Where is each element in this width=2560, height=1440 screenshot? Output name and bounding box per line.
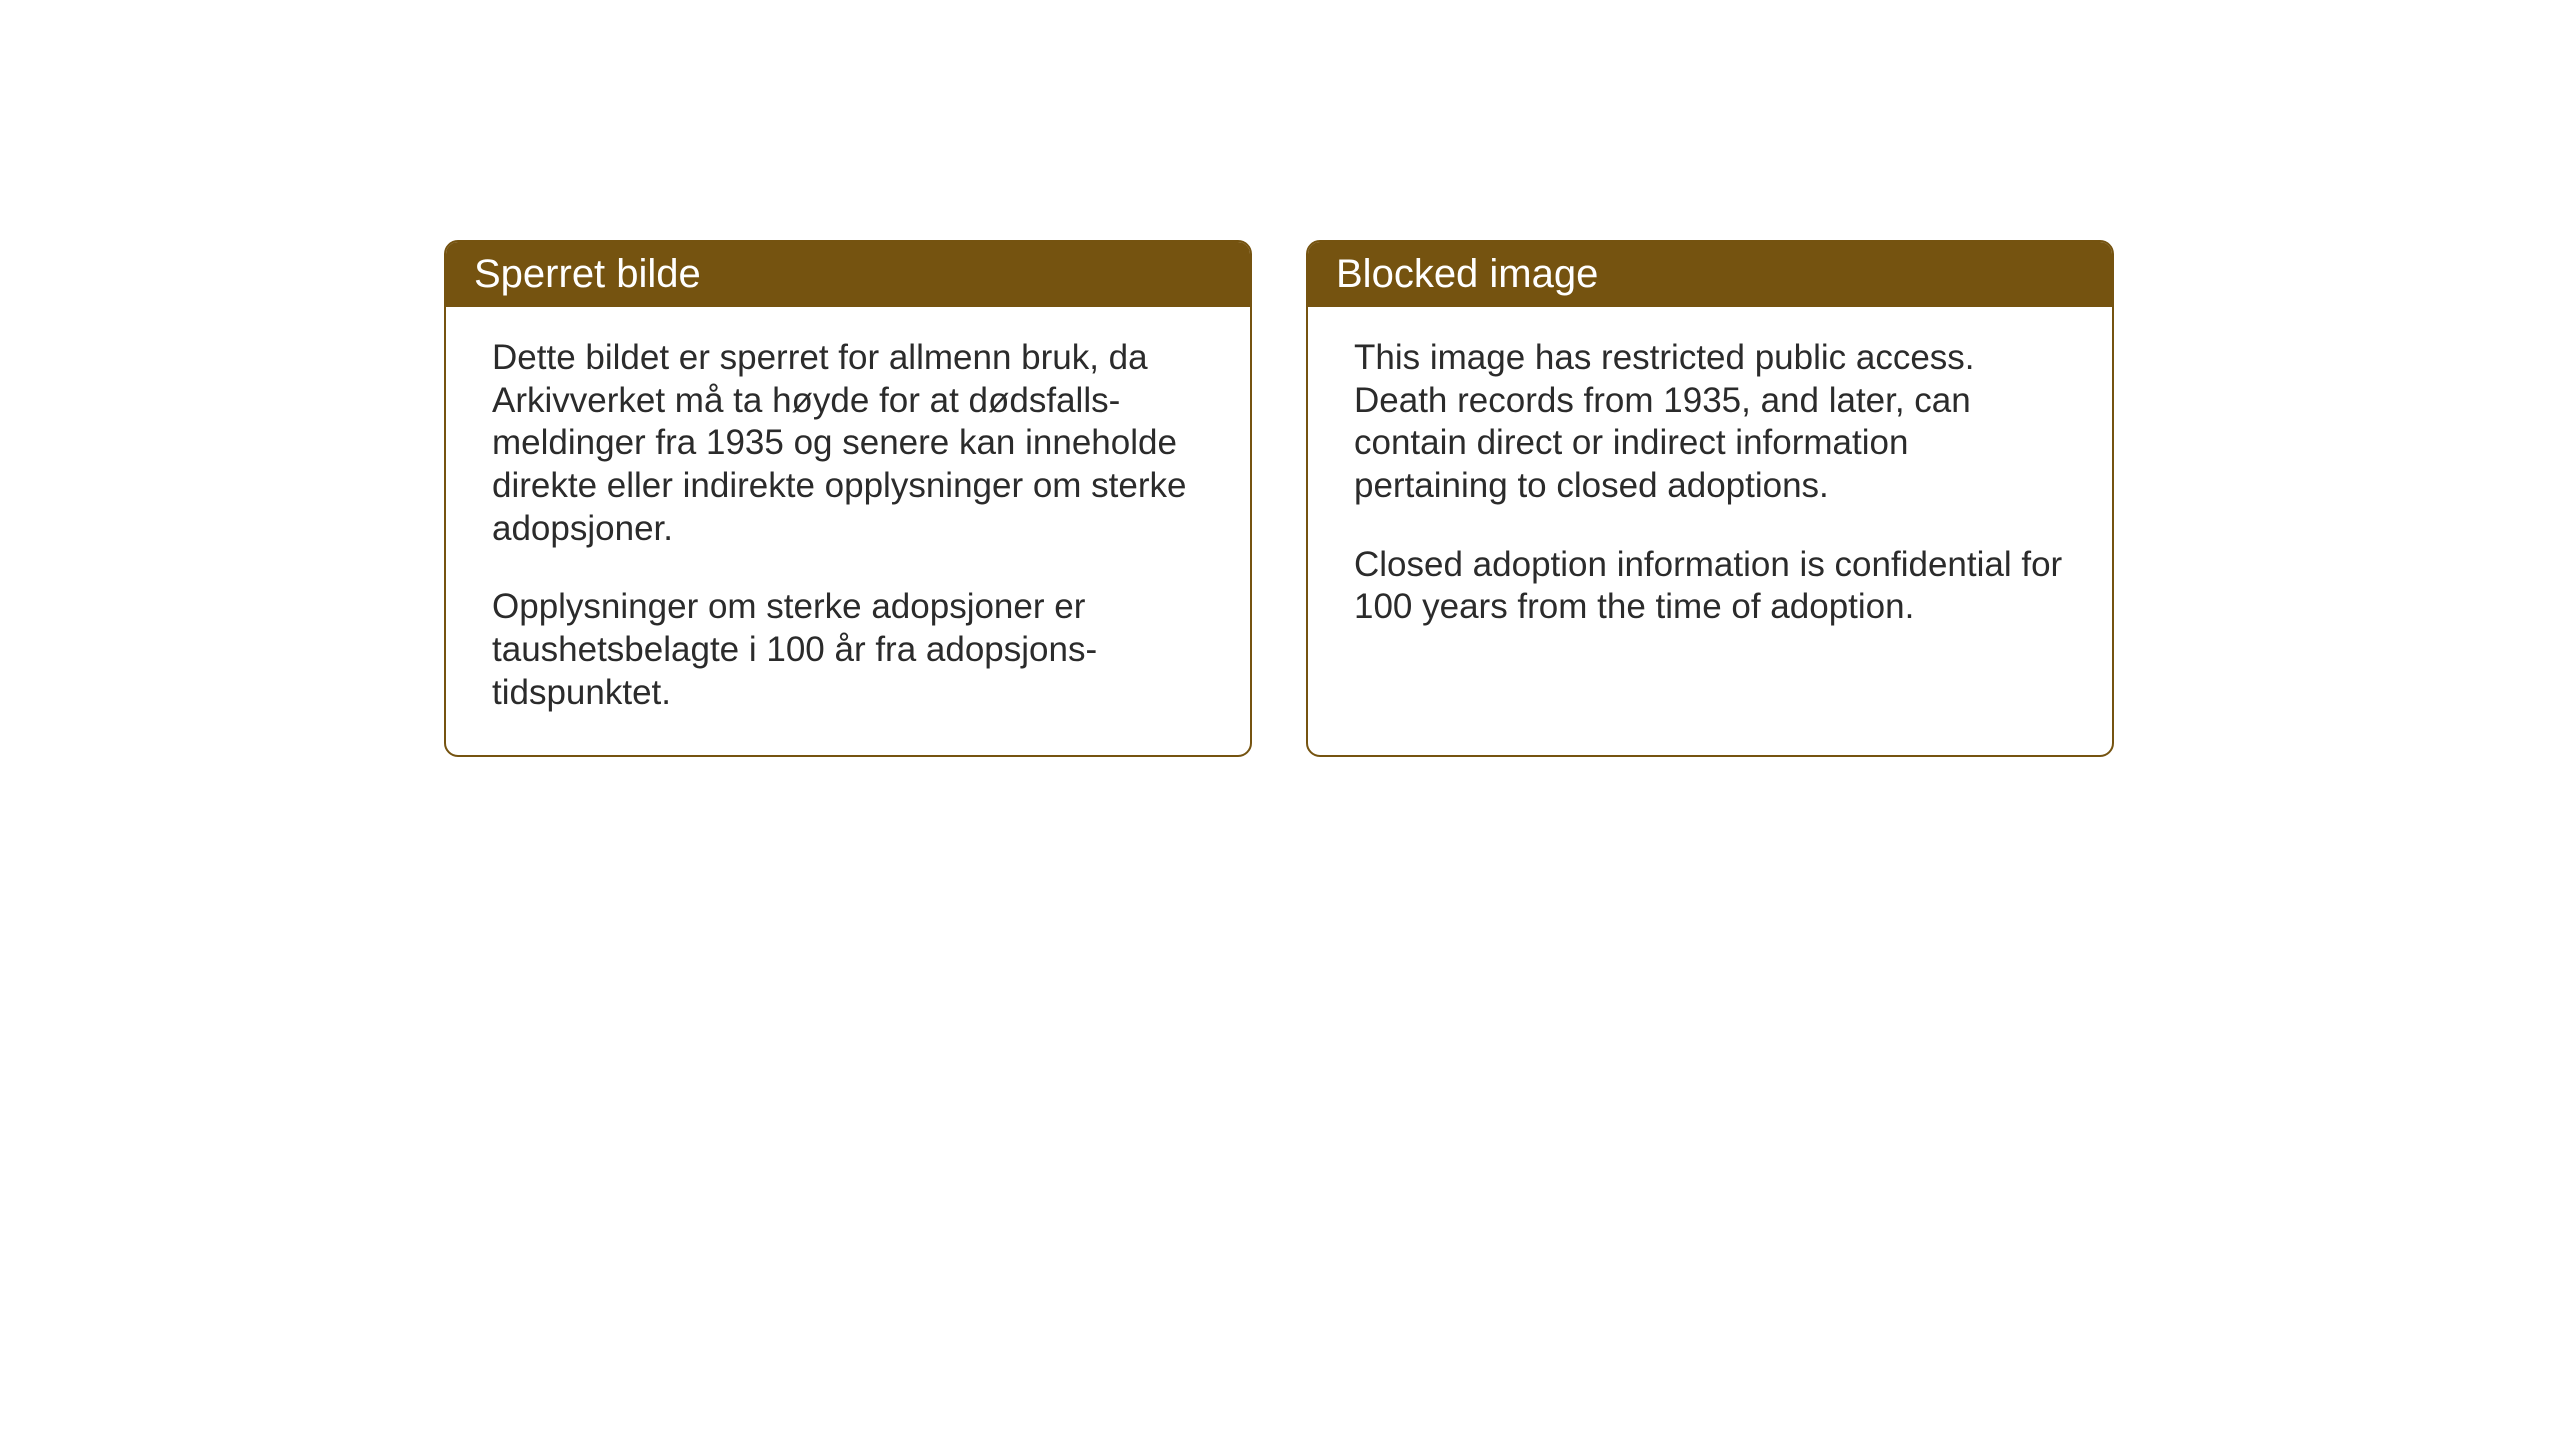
norwegian-card-title: Sperret bilde <box>446 242 1250 307</box>
norwegian-paragraph-2: Opplysninger om sterke adopsjoner er tau… <box>492 586 1204 714</box>
english-card-body: This image has restricted public access.… <box>1308 307 2112 669</box>
norwegian-card: Sperret bilde Dette bildet er sperret fo… <box>444 240 1252 757</box>
english-paragraph-1: This image has restricted public access.… <box>1354 337 2066 508</box>
norwegian-paragraph-1: Dette bildet er sperret for allmenn bruk… <box>492 337 1204 550</box>
english-card: Blocked image This image has restricted … <box>1306 240 2114 757</box>
english-paragraph-2: Closed adoption information is confident… <box>1354 544 2066 629</box>
cards-container: Sperret bilde Dette bildet er sperret fo… <box>444 240 2114 757</box>
english-card-title: Blocked image <box>1308 242 2112 307</box>
norwegian-card-body: Dette bildet er sperret for allmenn bruk… <box>446 307 1250 755</box>
